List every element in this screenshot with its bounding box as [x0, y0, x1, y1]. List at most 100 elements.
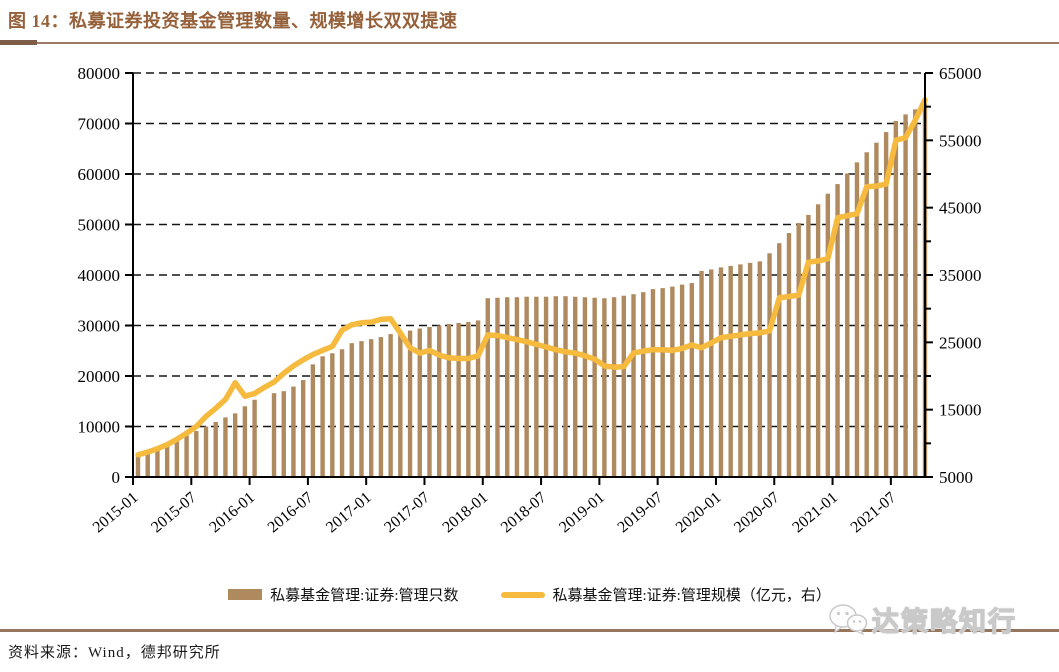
x-axis-tick-label: 2021-07	[848, 489, 900, 536]
bar	[514, 297, 520, 477]
watermark: 达策略知行	[828, 600, 1017, 639]
source-note: 资料来源：Wind，德邦研究所	[8, 645, 221, 661]
bar	[145, 452, 150, 477]
bar	[738, 264, 743, 477]
bar	[456, 322, 461, 477]
bar	[796, 222, 801, 477]
bar	[223, 417, 228, 477]
line-series-label: 私募基金管理:证券:管理规模（亿元，右）	[552, 588, 831, 604]
bar	[864, 152, 869, 477]
bar	[427, 327, 432, 477]
bar	[339, 349, 345, 477]
bar	[621, 295, 627, 477]
bar	[903, 114, 908, 477]
bar	[709, 269, 714, 477]
bar	[495, 297, 500, 477]
left-axis-tick-label: 80000	[78, 64, 121, 83]
bar	[155, 448, 160, 477]
right-axis-tick-label: 45000	[939, 199, 982, 218]
bar	[184, 435, 189, 477]
bar	[281, 391, 286, 477]
bar	[883, 132, 889, 477]
bar-series	[135, 103, 928, 478]
bar	[563, 296, 568, 477]
right-axis-tick-label: 15000	[939, 401, 982, 420]
right-axis-tick-label: 65000	[939, 64, 982, 83]
bar	[747, 262, 753, 477]
bar	[893, 120, 899, 477]
bar	[757, 261, 763, 477]
left-axis-tick-label: 10000	[78, 418, 121, 437]
figure-title: 图 14：私募证券投资基金管理数量、规模增长双双提速	[8, 11, 458, 31]
bar	[767, 253, 772, 477]
right-axis-tick-label: 55000	[939, 131, 982, 150]
bar	[417, 328, 422, 477]
left-axis-tick-label: 0	[112, 468, 121, 487]
bar	[330, 353, 335, 477]
x-axis-tick-label: 2017-01	[323, 489, 375, 536]
bar	[407, 330, 413, 477]
bar	[718, 267, 724, 477]
bar	[806, 214, 811, 477]
legend-item-line-series: 私募基金管理:证券:管理规模（亿元，右）	[500, 584, 831, 605]
bar	[300, 380, 306, 477]
bar	[660, 288, 665, 477]
bar	[553, 296, 558, 477]
wechat-icon	[829, 603, 868, 635]
bar	[815, 204, 821, 478]
bar	[913, 109, 918, 478]
x-axis-tick-label: 2016-01	[206, 489, 258, 536]
chart-legend: 私募基金管理:证券:管理只数 私募基金管理:证券:管理规模（亿元，右）	[0, 584, 1059, 605]
bar	[728, 265, 733, 477]
bar	[534, 296, 539, 477]
bar	[670, 286, 675, 477]
x-axis-ticks: 2015-01 2015-07 2016-01 2016-07 2017-01 2017-…	[90, 477, 900, 536]
left-axis-ticks: 0 10000 20000 30000 40000 50000 60000 70000 8000…	[78, 64, 133, 487]
bar	[310, 364, 316, 477]
bar	[252, 399, 257, 477]
x-axis-tick-label: 2019-07	[614, 489, 666, 536]
bar	[213, 421, 218, 477]
bar	[359, 341, 364, 477]
bar	[398, 332, 403, 477]
bar	[436, 325, 442, 477]
bar	[689, 283, 695, 477]
bar	[582, 297, 588, 477]
x-axis-tick-label: 2015-07	[148, 489, 200, 536]
bar	[602, 298, 607, 477]
title-separator-line	[0, 42, 1059, 44]
bar	[611, 297, 617, 477]
bar	[164, 444, 170, 477]
bar-series-swatch	[228, 589, 263, 600]
line-series	[135, 97, 928, 458]
bar	[466, 321, 471, 477]
bar	[349, 343, 354, 477]
bar	[291, 386, 296, 477]
bar-series-label: 私募基金管理:证券:管理只数	[270, 588, 459, 604]
bar	[825, 193, 831, 477]
bar	[699, 270, 704, 477]
bar	[135, 455, 141, 477]
gridlines	[133, 72, 925, 428]
bar	[543, 296, 549, 477]
x-axis-tick-label: 2020-01	[673, 489, 725, 536]
bar	[650, 289, 656, 477]
bar	[368, 339, 374, 477]
right-axis-tick-label: 5000	[939, 468, 973, 487]
bar	[524, 296, 529, 477]
bar	[388, 334, 393, 477]
left-axis-tick-label: 50000	[78, 216, 121, 235]
bar	[475, 320, 481, 477]
bar	[592, 297, 597, 477]
x-axis-tick-label: 2018-07	[498, 489, 550, 536]
left-axis-tick-label: 60000	[78, 165, 121, 184]
bar	[320, 356, 325, 477]
x-axis-tick-label: 2015-01	[90, 489, 142, 536]
legend-item-bar-series: 私募基金管理:证券:管理只数	[228, 584, 459, 605]
bar	[271, 393, 277, 477]
right-axis-tick-label: 35000	[939, 266, 982, 285]
bar	[874, 142, 879, 477]
bar	[631, 294, 636, 477]
watermark-text: 达策略知行	[871, 606, 1017, 637]
